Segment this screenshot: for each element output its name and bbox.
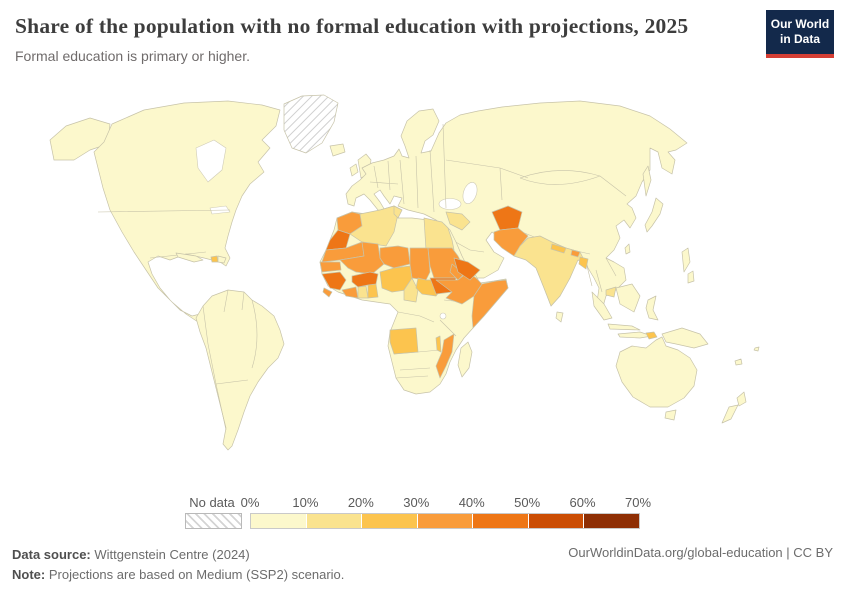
page-title: Share of the population with no formal e… <box>15 14 689 38</box>
country-sumatra[interactable] <box>591 291 613 321</box>
data-source-label: Data source: <box>12 547 91 562</box>
country-bhutan[interactable] <box>570 249 581 258</box>
country-bangladesh[interactable] <box>578 256 589 270</box>
owid-logo-line2: in Data <box>779 32 820 46</box>
country-dominican-republic[interactable] <box>217 255 227 264</box>
country-nepal[interactable] <box>550 243 567 254</box>
country-lesser-sunda-islands[interactable] <box>617 331 653 339</box>
country-ireland[interactable] <box>349 163 359 177</box>
chart-subtitle: Formal education is primary or higher. <box>15 48 250 64</box>
note-line: Note: Projections are based on Medium (S… <box>12 565 344 585</box>
country-sulawesi[interactable] <box>645 295 659 321</box>
note-label: Note: <box>12 567 46 582</box>
country-australia[interactable] <box>615 336 698 408</box>
country-taiwan[interactable] <box>624 243 631 255</box>
owid-logo-accent-bar <box>766 54 834 58</box>
owid-logo-line1: Our World <box>770 17 830 31</box>
country-togo-benin[interactable] <box>367 283 379 299</box>
country-new-caledonia[interactable] <box>734 358 743 366</box>
country-fiji[interactable] <box>753 346 760 352</box>
country-sri-lanka[interactable] <box>555 311 564 323</box>
country-south-america[interactable] <box>195 289 285 451</box>
country-greenland[interactable] <box>283 94 339 154</box>
country-guinea[interactable] <box>321 271 347 291</box>
country-afghanistan[interactable] <box>491 205 523 231</box>
country-angola[interactable] <box>389 327 419 355</box>
europe-borders <box>369 123 447 213</box>
country-niger[interactable] <box>379 245 411 269</box>
note-text: Projections are based on Medium (SSP2) s… <box>48 567 345 582</box>
country-borneo[interactable] <box>615 283 641 313</box>
country-cameroon[interactable] <box>403 277 419 303</box>
country-chad[interactable] <box>409 247 431 281</box>
owid-logo[interactable]: Our World in Data <box>766 10 834 58</box>
country-timor-leste[interactable] <box>645 331 658 340</box>
country-haiti[interactable] <box>210 255 219 263</box>
country-cuba[interactable] <box>175 252 204 263</box>
country-tasmania[interactable] <box>664 409 677 421</box>
country-mozambique[interactable] <box>435 333 455 379</box>
country-madagascar[interactable] <box>457 341 473 378</box>
country-senegal[interactable] <box>319 261 342 273</box>
country-malawi[interactable] <box>435 335 442 353</box>
country-java[interactable] <box>607 323 641 331</box>
country-sakhalin[interactable] <box>642 165 652 197</box>
black-sea <box>438 198 462 210</box>
country-somalia[interactable] <box>471 279 509 329</box>
hudson-bay <box>195 139 227 183</box>
country-algeria[interactable] <box>349 205 399 247</box>
lake-victoria <box>439 312 447 320</box>
country-yemen[interactable] <box>453 257 481 281</box>
caspian-sea <box>462 182 478 204</box>
country-japan[interactable] <box>644 197 664 233</box>
data-source-text: Wittgenstein Centre (2024) <box>94 547 250 562</box>
country-sierra-leone[interactable] <box>322 287 333 298</box>
country-ghana[interactable] <box>357 285 369 299</box>
country-burkina-faso[interactable] <box>351 271 379 288</box>
country-new-zealand[interactable] <box>721 391 747 424</box>
south-america-borders <box>202 289 258 431</box>
country-philippines[interactable] <box>681 247 695 284</box>
footer-link[interactable]: OurWorldinData.org/global-education | CC… <box>568 545 833 560</box>
country-cambodia[interactable] <box>605 286 617 298</box>
country-eurasia[interactable] <box>345 100 688 311</box>
country-tunisia[interactable] <box>393 205 403 219</box>
country-iceland[interactable] <box>329 143 346 157</box>
country-iraq[interactable] <box>445 211 471 231</box>
country-western-sahara[interactable] <box>325 229 351 251</box>
data-source-line: Data source: Wittgenstein Centre (2024) <box>12 545 344 565</box>
footer-source-note: Data source: Wittgenstein Centre (2024) … <box>12 545 344 585</box>
country-new-guinea[interactable] <box>661 327 709 349</box>
country-north-america[interactable] <box>93 100 281 323</box>
